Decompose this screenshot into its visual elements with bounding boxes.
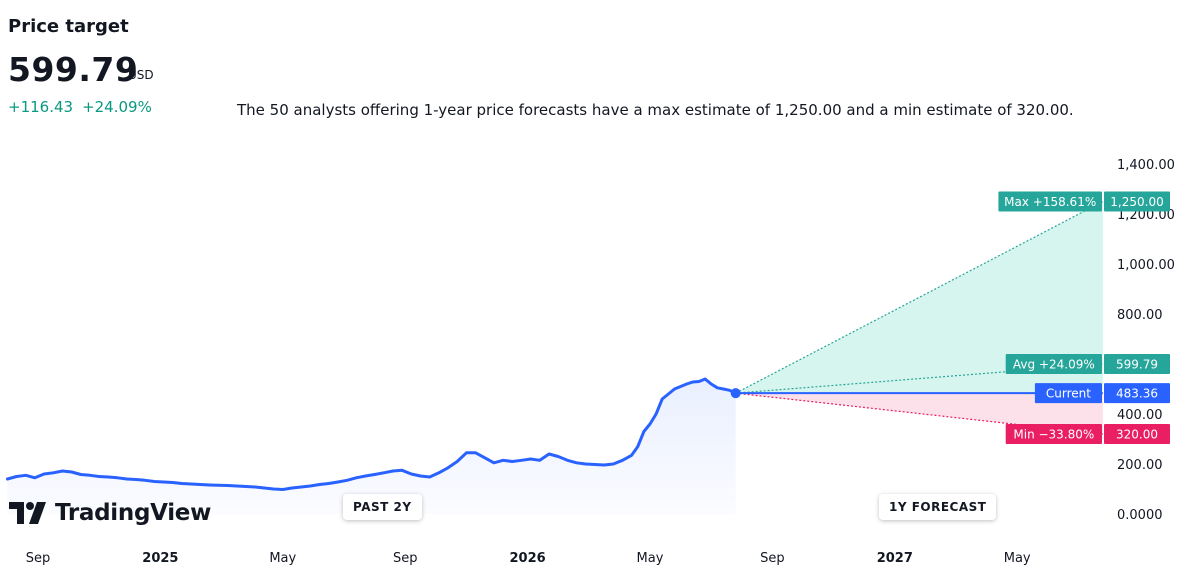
avg-value-label-bg bbox=[1104, 354, 1170, 375]
x-tick-label: May bbox=[1004, 551, 1031, 566]
x-tick-label: 2027 bbox=[877, 551, 913, 566]
page-title: Price target bbox=[8, 16, 129, 37]
y-tick-label: 1,000.00 bbox=[1117, 258, 1175, 273]
period-forecast-pill: 1Y FORECAST bbox=[879, 494, 997, 520]
max-text-label: Max +158.61% bbox=[1004, 195, 1096, 209]
brand-name: TradingView bbox=[55, 500, 212, 526]
avg-text-label: Avg +24.09% bbox=[1013, 358, 1095, 372]
avg-value-label: 599.79 bbox=[1116, 358, 1158, 372]
y-tick-label: 0.0000 bbox=[1117, 508, 1163, 523]
current-value-label: 483.36 bbox=[1116, 387, 1158, 401]
current-text-label-bg bbox=[1034, 383, 1102, 404]
max-value-label-bg bbox=[1104, 191, 1170, 212]
y-tick-label: 400.00 bbox=[1117, 408, 1163, 423]
x-tick-label: Sep bbox=[26, 551, 51, 566]
tradingview-logo-icon bbox=[9, 502, 46, 524]
x-tick-label: 2026 bbox=[510, 551, 546, 566]
x-tick-label: 2025 bbox=[142, 551, 178, 566]
max-value-label: 1,250.00 bbox=[1110, 195, 1163, 209]
forecast-max-line bbox=[735, 200, 1104, 394]
min-value-label: 320.00 bbox=[1116, 428, 1158, 442]
price-change: +116.43 +24.09% bbox=[8, 98, 161, 116]
x-tick-label: May bbox=[269, 551, 296, 566]
avg-text-label-bg bbox=[1005, 354, 1102, 375]
period-past-pill: PAST 2Y bbox=[343, 494, 422, 520]
y-tick-label: 1,200.00 bbox=[1117, 208, 1175, 223]
x-tick-label: Sep bbox=[393, 551, 418, 566]
change-percent: +24.09% bbox=[82, 98, 152, 116]
current-text-label: Current bbox=[1046, 387, 1091, 401]
y-tick-label: 1,400.00 bbox=[1117, 158, 1175, 173]
currency-label: USD bbox=[128, 68, 154, 82]
x-tick-label: May bbox=[637, 551, 664, 566]
price-history-line bbox=[5, 377, 738, 491]
y-tick-label: 800.00 bbox=[1117, 308, 1163, 323]
forecast-avg-line bbox=[735, 363, 1103, 394]
analyst-summary: The 50 analysts offering 1-year price fo… bbox=[237, 101, 1074, 119]
forecast-upside-area bbox=[735, 201, 1103, 394]
tradingview-logo[interactable]: TradingView bbox=[9, 500, 211, 526]
price-target-value: 599.79 bbox=[8, 50, 139, 89]
min-text-label: Min −33.80% bbox=[1013, 428, 1094, 442]
min-value-label-bg bbox=[1104, 424, 1170, 444]
current-price-point bbox=[730, 388, 741, 399]
max-text-label-bg bbox=[998, 191, 1102, 212]
min-text-label-bg bbox=[1005, 424, 1102, 444]
history-area bbox=[7, 379, 736, 514]
current-value-label-bg bbox=[1104, 383, 1170, 404]
change-absolute: +116.43 bbox=[8, 98, 74, 116]
y-tick-label: 200.00 bbox=[1117, 458, 1163, 473]
forecast-min-line bbox=[735, 392, 1103, 435]
x-tick-label: Sep bbox=[760, 551, 785, 566]
